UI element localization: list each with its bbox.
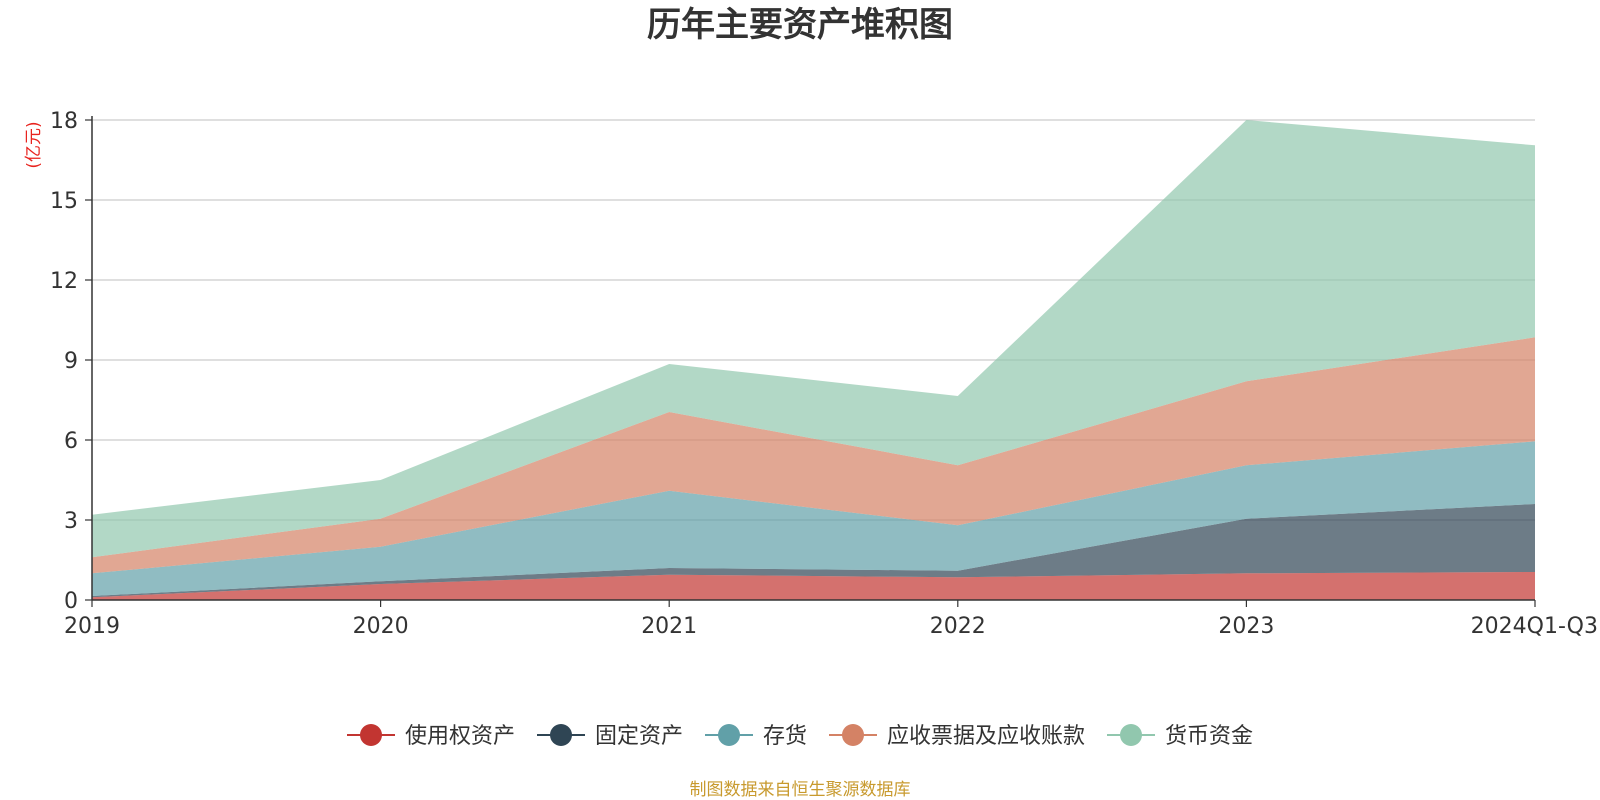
area-series xyxy=(92,441,1535,596)
x-tick-label: 2023 xyxy=(1218,614,1274,639)
y-axis-unit-label: (亿元) xyxy=(24,121,44,168)
x-tick-label: 2022 xyxy=(930,614,986,639)
legend-label: 存货 xyxy=(763,724,807,749)
x-tick-label: 2024Q1-Q3 xyxy=(1471,614,1598,639)
x-tick-labels: 2019 2020 2021 2022 2023 2024Q1-Q3 xyxy=(64,614,1598,639)
legend-label: 固定资产 xyxy=(595,724,683,749)
legend-label: 应收票据及应收账款 xyxy=(887,724,1085,749)
legend-item[interactable]: 固定资产 xyxy=(537,724,683,749)
axes xyxy=(91,116,1536,607)
y-tick-label: 0 xyxy=(64,589,78,614)
chart-title: 历年主要资产堆积图 xyxy=(647,5,953,45)
y-tick-label: 6 xyxy=(64,429,78,454)
y-tick-label: 3 xyxy=(64,509,78,534)
y-tick-label: 9 xyxy=(64,349,78,374)
y-tick-label: 15 xyxy=(50,189,78,214)
x-tick-label: 2020 xyxy=(353,614,409,639)
source-note: 制图数据来自恒生聚源数据库 xyxy=(690,780,911,800)
area-series xyxy=(92,120,1535,558)
legend-marker xyxy=(360,724,382,746)
legend-marker xyxy=(842,724,864,746)
legend[interactable]: 使用权资产 固定资产 存货 应收票据及应收账款 货币资金 xyxy=(347,724,1253,749)
area-series xyxy=(92,337,1535,574)
legend-marker xyxy=(550,724,572,746)
legend-item[interactable]: 货币资金 xyxy=(1107,724,1253,749)
legend-label: 使用权资产 xyxy=(405,724,515,749)
x-tick-label: 2019 xyxy=(64,614,120,639)
y-tick-label: 12 xyxy=(50,269,78,294)
legend-item[interactable]: 使用权资产 xyxy=(347,724,515,749)
area-series xyxy=(92,504,1535,598)
legend-marker xyxy=(718,724,740,746)
x-tick-label: 2021 xyxy=(641,614,697,639)
legend-item[interactable]: 存货 xyxy=(705,724,807,749)
y-tick-labels: 0 3 6 9 12 15 18 xyxy=(50,109,78,614)
legend-marker xyxy=(1120,724,1142,746)
area-series xyxy=(92,572,1535,600)
area-series-group xyxy=(92,120,1535,600)
legend-label: 货币资金 xyxy=(1165,724,1253,749)
y-tick-label: 18 xyxy=(50,109,78,134)
legend-item[interactable]: 应收票据及应收账款 xyxy=(829,724,1085,749)
